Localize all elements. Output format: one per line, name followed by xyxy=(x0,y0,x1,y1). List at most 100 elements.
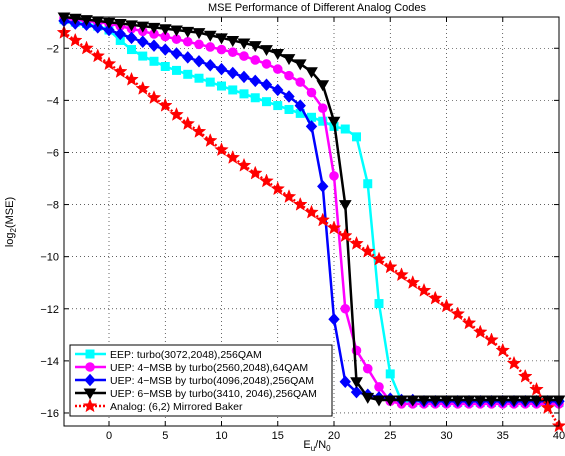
legend-swatch-marker xyxy=(82,398,98,413)
series-point xyxy=(172,65,181,75)
series-point xyxy=(518,395,532,407)
series-point xyxy=(101,56,117,71)
legend-label: UEP: 4−MSB by turbo(2560,2048),64QAM xyxy=(110,362,308,374)
y-axis-label: log2(MSE) xyxy=(4,197,18,247)
series-point xyxy=(136,21,150,33)
series-point xyxy=(138,51,148,61)
series-point xyxy=(260,45,273,57)
legend-swatch-marker xyxy=(83,388,97,400)
series-point xyxy=(350,377,363,389)
y-tick-label: −6 xyxy=(46,147,59,159)
y-tick-label: −8 xyxy=(46,200,59,212)
series-point xyxy=(215,62,228,76)
y-axis-label-base-sub: 2 xyxy=(9,227,18,232)
y-tick-label: −10 xyxy=(40,252,59,264)
series-point xyxy=(349,235,364,250)
legend-item: Analog: (6,2) Mirrored Baker xyxy=(75,398,243,413)
series-point xyxy=(385,369,395,379)
series-point xyxy=(183,69,193,79)
series-point xyxy=(181,26,195,38)
series-point xyxy=(79,40,94,55)
series-point xyxy=(282,54,296,66)
y-tick-label: −16 xyxy=(40,408,59,420)
y-axis-label-rest: (MSE) xyxy=(4,197,16,228)
series-point xyxy=(225,149,241,164)
series-point xyxy=(451,395,465,407)
series-point xyxy=(250,93,260,103)
series-point xyxy=(317,103,328,113)
x-tick-label: 0 xyxy=(106,430,112,442)
series-point xyxy=(382,259,398,274)
series-point xyxy=(239,89,249,99)
x-tick-label: 20 xyxy=(328,430,340,442)
series-point xyxy=(340,303,351,314)
series-group xyxy=(56,12,565,433)
series-point xyxy=(318,116,328,126)
series-point xyxy=(215,33,228,45)
series-point xyxy=(262,97,271,107)
series-point xyxy=(317,180,329,193)
series-point xyxy=(90,48,106,63)
series-point xyxy=(540,400,556,414)
series-point xyxy=(374,299,384,309)
series-point xyxy=(281,189,297,203)
series-point xyxy=(326,220,342,235)
series-point xyxy=(203,30,217,42)
series-point xyxy=(261,59,272,69)
series-point xyxy=(405,275,421,289)
series-point xyxy=(363,179,373,189)
series-point xyxy=(217,81,226,91)
legend-box xyxy=(69,344,333,417)
series-point xyxy=(339,375,351,388)
chart-title: MSE Performance of Different Analog Code… xyxy=(208,2,427,14)
series-point xyxy=(160,61,170,71)
series-point xyxy=(440,395,453,407)
legend-label: UEP: 6−MSB by turbo(3410, 2046),256QAM xyxy=(110,388,317,400)
legend-label: UEP: 4−MSB by turbo(4096,2048),256QAM xyxy=(110,375,314,387)
series-point xyxy=(473,395,487,407)
series-point xyxy=(158,24,172,36)
series-point xyxy=(362,363,373,374)
legend-label: EEP: turbo(3072,2048),256QAM xyxy=(110,349,262,361)
series-point xyxy=(67,32,83,47)
legend-swatch-marker xyxy=(85,349,95,359)
series-point xyxy=(271,48,285,60)
y-tick-label: −4 xyxy=(46,95,59,107)
y-tick-label: −12 xyxy=(40,304,59,316)
y-axis-label-base: log xyxy=(4,232,16,247)
series-point xyxy=(227,66,239,80)
series-point xyxy=(247,165,263,180)
series-point xyxy=(239,51,249,61)
series-point xyxy=(395,395,408,407)
series-point xyxy=(182,51,194,64)
series-point xyxy=(284,104,294,114)
series-point xyxy=(495,342,511,357)
y-tick-label: −2 xyxy=(46,43,59,55)
series-point xyxy=(272,64,283,74)
series-point xyxy=(124,71,139,86)
grid-lines xyxy=(64,17,560,426)
series-point xyxy=(295,77,306,87)
series-point xyxy=(306,87,317,98)
series-point xyxy=(272,83,284,97)
series-point xyxy=(305,67,318,79)
series-point xyxy=(114,27,126,41)
series-point xyxy=(202,133,218,147)
series-point xyxy=(194,39,204,50)
series-5 xyxy=(56,24,565,433)
legend-item: EEP: turbo(3072,2048),256QAM xyxy=(75,349,262,361)
series-point xyxy=(92,21,104,34)
series-point xyxy=(450,306,466,321)
series-point xyxy=(236,157,252,172)
series-point xyxy=(103,23,115,37)
series-point xyxy=(137,35,149,48)
series-point xyxy=(113,19,127,31)
series-point xyxy=(340,124,350,134)
x-tick-label: 40 xyxy=(553,430,565,442)
series-point xyxy=(394,267,409,282)
y-axis-ticks: −2 −4 −6 −8 −10 −12 −14 −16 xyxy=(40,43,559,420)
series-point xyxy=(350,385,363,399)
series-point xyxy=(112,64,128,78)
